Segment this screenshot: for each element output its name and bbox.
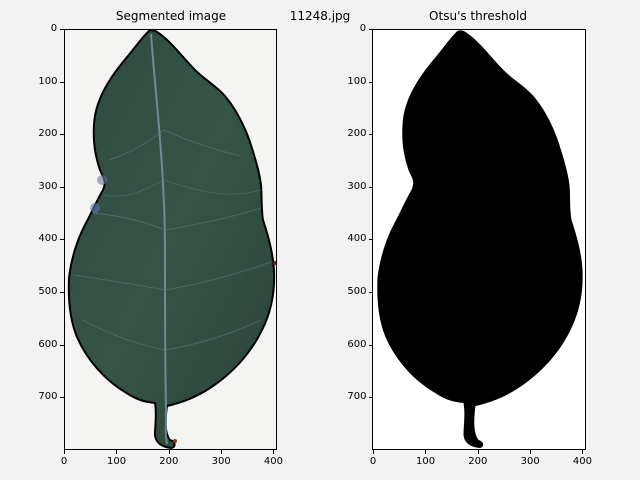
leaf-vein — [82, 319, 166, 351]
leaf-vein — [108, 129, 165, 161]
y-tick-label: 500 — [38, 286, 58, 297]
y-tick-label: 0 — [359, 23, 367, 34]
x-tick-mark — [477, 450, 479, 454]
y-tick-mark — [60, 239, 64, 241]
y-tick-label: 400 — [347, 233, 367, 245]
leaf-vein — [164, 207, 262, 231]
x-tick-label: 0 — [369, 456, 377, 467]
y-tick-mark — [369, 186, 373, 188]
y-tick-mark — [369, 292, 373, 293]
right-panel-title: Otsu's threshold — [429, 9, 527, 23]
leaf-midrib — [150, 33, 168, 445]
leaf-vein — [102, 179, 165, 197]
y-tick-mark — [60, 397, 64, 399]
x-tick-mark — [582, 450, 584, 454]
x-tick-label: 100 — [416, 456, 436, 467]
y-tick-label: 700 — [347, 391, 367, 403]
y-tick-label: 500 — [347, 286, 367, 297]
y-tick-mark — [60, 292, 64, 293]
leaf-vein — [163, 129, 242, 157]
x-tick-label: 400 — [572, 456, 592, 467]
y-tick-mark — [369, 397, 373, 399]
y-tick-label: 100 — [38, 75, 58, 87]
figure-filename: 11248.jpg — [289, 9, 351, 23]
y-tick-label: 200 — [347, 128, 367, 140]
y-tick-mark — [60, 81, 64, 83]
y-tick-mark — [60, 29, 64, 30]
y-tick-mark — [369, 239, 373, 241]
x-tick-label: 0 — [60, 456, 68, 467]
y-tick-mark — [369, 81, 373, 83]
x-tick-label: 300 — [520, 456, 540, 467]
otsu-mask-image — [373, 30, 585, 449]
y-tick-label: 0 — [50, 23, 58, 34]
y-tick-label: 600 — [38, 338, 58, 350]
leaf-vein — [92, 212, 166, 231]
leaf-shape — [67, 30, 276, 449]
y-tick-mark — [369, 134, 373, 136]
leaf-vein — [74, 274, 166, 291]
y-tick-mark — [60, 134, 64, 136]
x-tick-label: 200 — [159, 456, 179, 467]
left-image-axes — [64, 29, 277, 450]
x-tick-label: 300 — [211, 456, 231, 467]
x-tick-mark — [220, 450, 222, 454]
y-tick-mark — [60, 344, 64, 346]
otsu-mask-shape — [377, 30, 583, 449]
x-tick-mark — [273, 450, 275, 454]
leaf-vein — [163, 179, 262, 195]
y-tick-label: 100 — [347, 75, 367, 87]
x-tick-mark — [64, 450, 65, 454]
leaf-vein — [164, 261, 272, 291]
leaf-spot — [97, 175, 107, 185]
x-tick-mark — [116, 450, 118, 454]
y-tick-label: 300 — [38, 180, 58, 192]
segmented-leaf-image — [65, 30, 276, 449]
right-image-axes — [372, 29, 586, 450]
leaf-vein — [164, 319, 262, 351]
y-tick-mark — [60, 186, 64, 188]
y-tick-label: 700 — [38, 391, 58, 403]
left-panel-title: Segmented image — [115, 9, 227, 23]
y-tick-label: 300 — [347, 180, 367, 192]
x-tick-mark — [373, 450, 374, 454]
y-tick-label: 200 — [38, 128, 58, 140]
y-tick-mark — [369, 29, 373, 30]
x-tick-label: 100 — [107, 456, 127, 467]
x-tick-mark — [425, 450, 427, 454]
y-tick-label: 600 — [347, 338, 367, 350]
x-tick-mark — [168, 450, 170, 454]
y-tick-label: 400 — [38, 233, 58, 245]
edge-marker — [173, 439, 177, 443]
y-tick-mark — [369, 344, 373, 346]
edge-marker — [273, 261, 276, 265]
x-tick-label: 200 — [468, 456, 488, 467]
x-tick-label: 400 — [263, 456, 283, 467]
x-tick-mark — [529, 450, 531, 454]
leaf-spot — [90, 203, 100, 213]
